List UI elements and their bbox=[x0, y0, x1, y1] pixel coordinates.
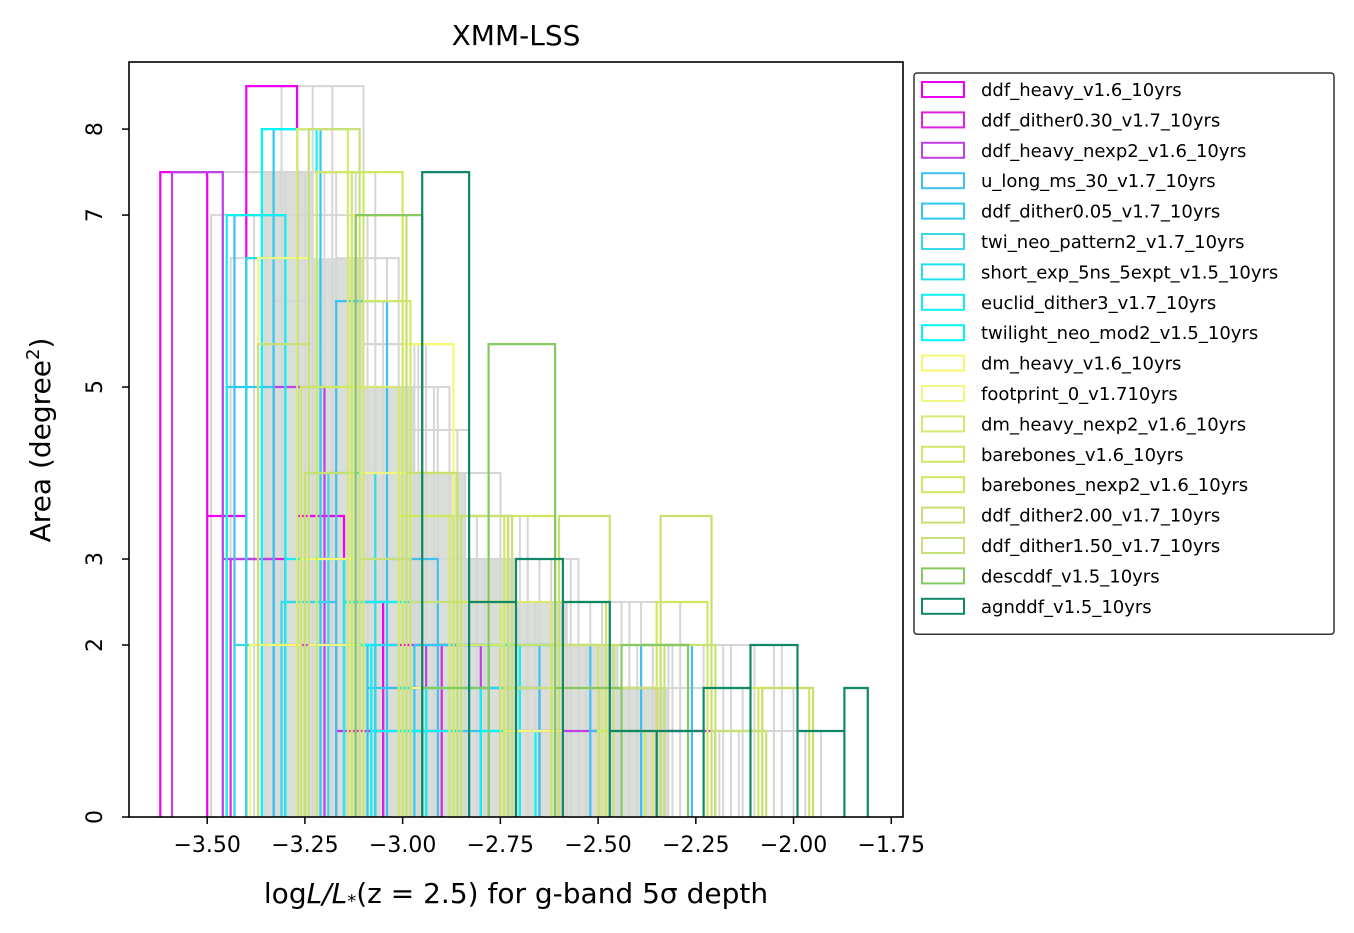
legend-swatch bbox=[921, 567, 965, 585]
x-axis-title-suffix: for g-band 5σ depth bbox=[479, 877, 769, 910]
legend-swatch bbox=[921, 354, 965, 372]
axes-frame bbox=[128, 61, 904, 818]
legend-label: ddf_heavy_nexp2_v1.6_10yrs bbox=[981, 141, 1246, 162]
legend: ddf_heavy_v1.6_10yrs ddf_dither0.30_v1.7_… bbox=[913, 72, 1335, 635]
y-tick-label: 3 bbox=[83, 552, 108, 566]
legend-label: ddf_dither0.30_v1.7_10yrs bbox=[981, 110, 1220, 131]
legend-box bbox=[913, 72, 1335, 635]
series-descddf_v1.5_10yrs bbox=[354, 214, 690, 817]
x-axis-title-paren: (z = 2.5) bbox=[356, 877, 478, 910]
legend-label: barebones_nexp2_v1.6_10yrs bbox=[981, 475, 1248, 496]
legend-label: dm_heavy_nexp2_v1.6_10yrs bbox=[981, 414, 1246, 435]
legend-label: ddf_dither1.50_v1.7_10yrs bbox=[981, 536, 1220, 557]
legend-label: footprint_0_v1.710yrs bbox=[981, 384, 1178, 405]
x-axis: −3.50 −3.25 −3.00 −2.75 −2.50 −2.25 −2.00 −1.75 bbox=[173, 817, 925, 858]
legend-label: descddf_v1.5_10yrs bbox=[981, 566, 1160, 587]
legend-label: barebones_v1.6_10yrs bbox=[981, 445, 1183, 466]
y-axis: 0 2 3 5 7 8 bbox=[83, 122, 129, 824]
legend-label: euclid_dither3_v1.7_10yrs bbox=[981, 293, 1216, 314]
legend-swatch bbox=[921, 324, 965, 342]
legend-swatch bbox=[921, 111, 965, 129]
y-axis-title: Area (degree2) bbox=[23, 338, 57, 543]
legend-swatch bbox=[921, 263, 965, 281]
y-axis-title-sup: 2 bbox=[23, 349, 44, 360]
legend-label: ddf_dither0.05_v1.7_10yrs bbox=[981, 202, 1220, 223]
x-tick-label: −2.00 bbox=[760, 833, 827, 858]
legend-swatch bbox=[921, 415, 965, 433]
x-tick-label: −2.25 bbox=[662, 833, 729, 858]
chart-title: XMM-LSS bbox=[452, 19, 581, 52]
legend-swatch bbox=[921, 141, 965, 159]
y-tick-label: 5 bbox=[83, 380, 108, 394]
legend-label: ddf_heavy_v1.6_10yrs bbox=[981, 80, 1182, 101]
x-tick-label: −2.50 bbox=[564, 833, 631, 858]
legend-swatch bbox=[921, 172, 965, 190]
legend-label: agnddf_v1.5_10yrs bbox=[981, 597, 1152, 618]
x-tick-label: −3.00 bbox=[369, 833, 436, 858]
legend-swatch bbox=[921, 597, 965, 615]
legend-swatch bbox=[921, 293, 965, 311]
legend-swatch bbox=[921, 476, 965, 494]
y-axis-title-base: Area (degree bbox=[24, 360, 57, 542]
y-tick-label: 2 bbox=[83, 638, 108, 652]
x-axis-title: logL/L*(z = 2.5) for g-band 5σ depth bbox=[264, 877, 768, 912]
x-tick-label: −2.75 bbox=[467, 833, 534, 858]
x-axis-title-mid: L/L bbox=[307, 877, 348, 910]
legend-swatch bbox=[921, 537, 965, 554]
legend-swatch bbox=[921, 202, 965, 220]
legend-swatch bbox=[921, 445, 965, 463]
plot-area bbox=[159, 85, 869, 818]
x-axis-title-sub: * bbox=[347, 891, 356, 912]
x-axis-title-prefix: log bbox=[264, 877, 307, 910]
legend-swatch bbox=[921, 233, 965, 250]
legend-label: dm_heavy_v1.6_10yrs bbox=[981, 354, 1181, 375]
legend-label: twi_neo_pattern2_v1.7_10yrs bbox=[981, 232, 1244, 253]
y-tick-label: 0 bbox=[83, 810, 108, 824]
y-axis-title-end: ) bbox=[24, 338, 57, 349]
x-tick-label: −1.75 bbox=[858, 833, 925, 858]
series-agnddf_v1.5_10yrs bbox=[421, 171, 869, 817]
x-tick-label: −3.25 bbox=[271, 833, 338, 858]
legend-swatch bbox=[921, 506, 965, 524]
legend-label: ddf_dither2.00_v1.7_10yrs bbox=[981, 506, 1220, 527]
legend-swatch bbox=[921, 385, 965, 402]
legend-label: twilight_neo_mod2_v1.5_10yrs bbox=[981, 323, 1258, 344]
legend-label: short_exp_5ns_5expt_v1.5_10yrs bbox=[981, 262, 1278, 283]
x-tick-label: −3.50 bbox=[173, 833, 240, 858]
legend-label: u_long_ms_30_v1.7_10yrs bbox=[981, 171, 1216, 192]
y-tick-label: 7 bbox=[83, 208, 108, 222]
y-tick-label: 8 bbox=[83, 122, 108, 136]
legend-swatch bbox=[921, 81, 965, 98]
